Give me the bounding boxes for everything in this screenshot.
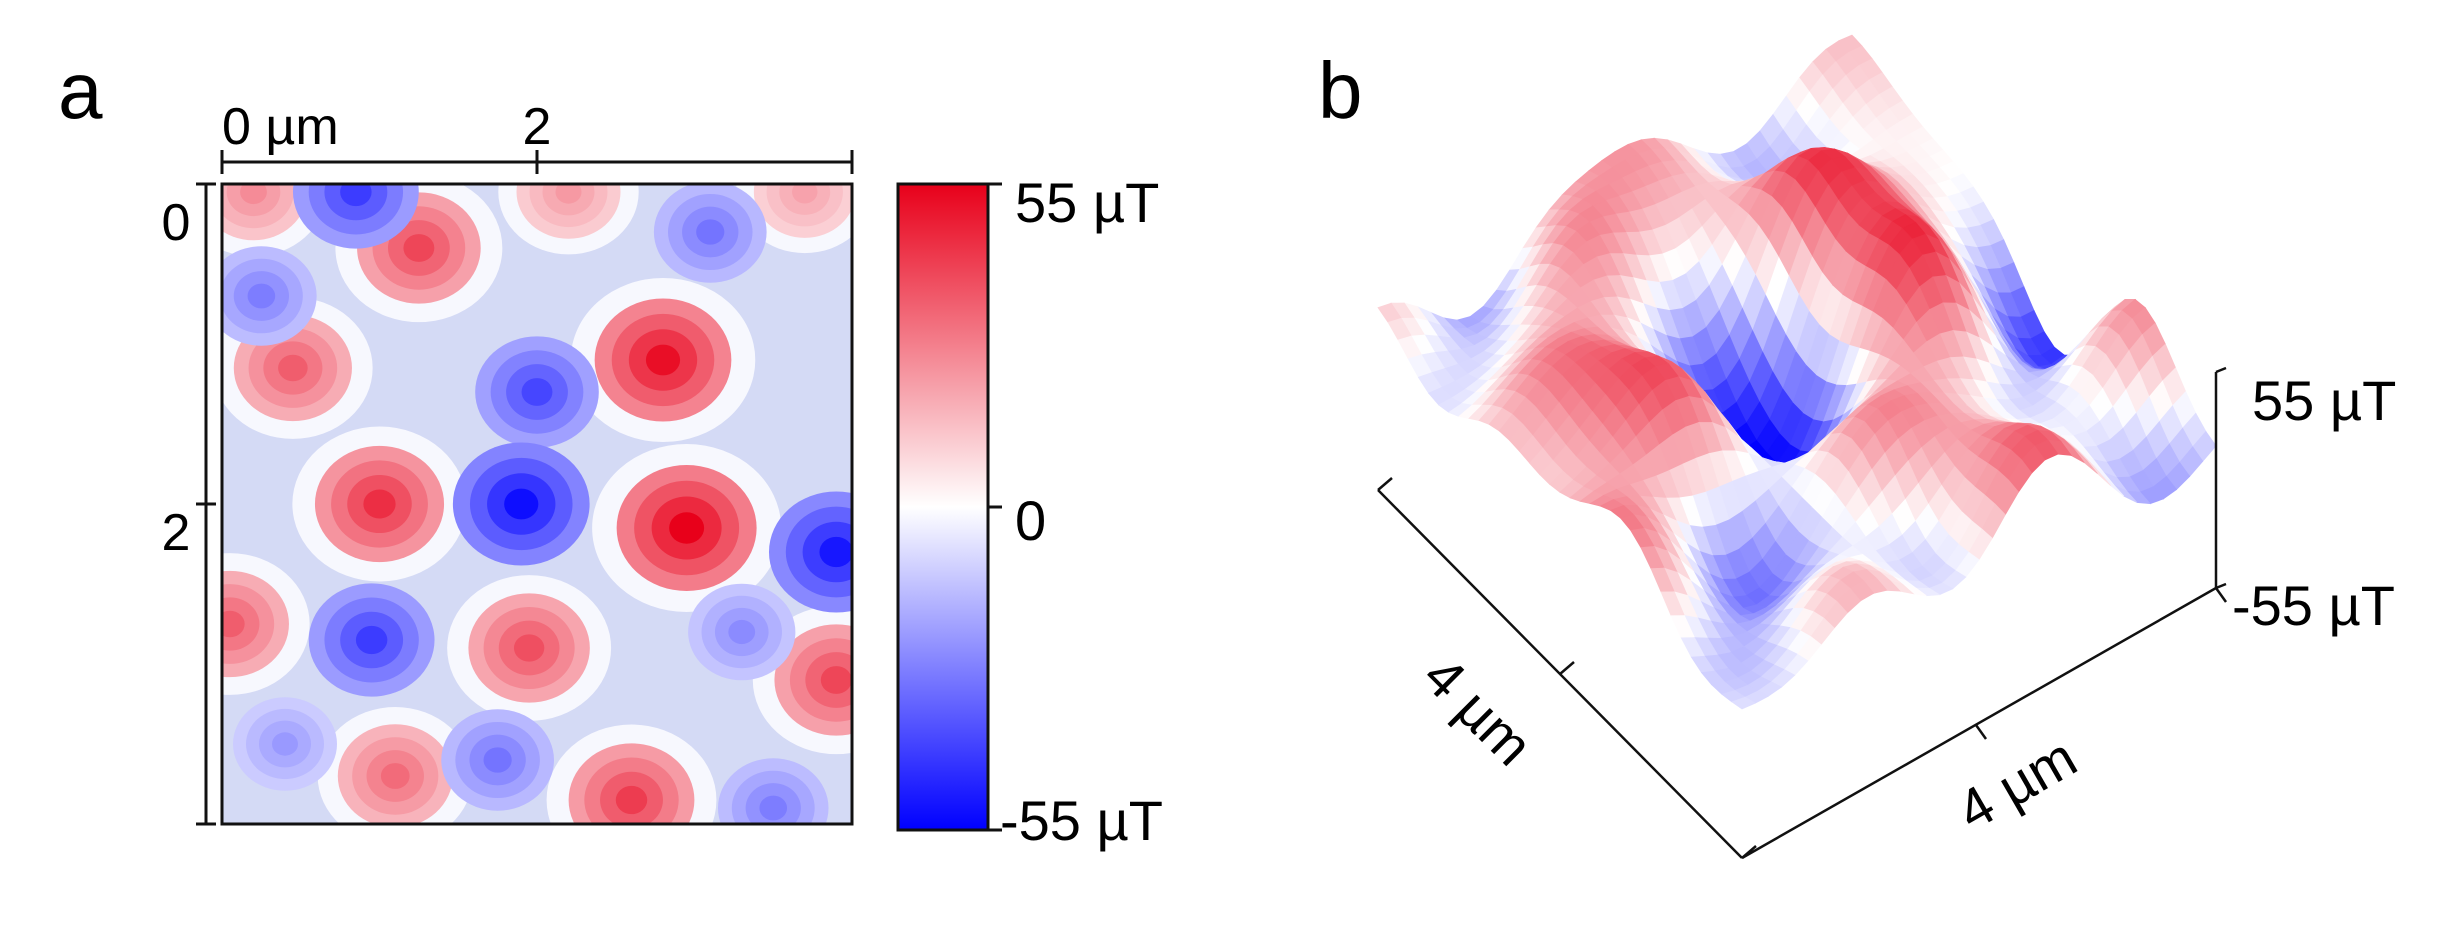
surface-z-min-label: -55 µT bbox=[2232, 574, 2395, 637]
surface-x-label: 4 µm bbox=[1412, 644, 1545, 777]
surface-x-tick-1 bbox=[1559, 661, 1575, 675]
colorbar: 55 µT 0 -55 µT bbox=[896, 171, 1163, 852]
surface-z-max-label: 55 µT bbox=[2252, 369, 2396, 432]
surface-x-tick-0 bbox=[1377, 477, 1393, 491]
heatmap-blob bbox=[645, 344, 681, 376]
heatmap-blob bbox=[272, 732, 298, 756]
heatmap-blob bbox=[355, 625, 388, 655]
heatmap-blob bbox=[363, 489, 396, 519]
heatmap-blob bbox=[728, 619, 756, 645]
heatmap-blob bbox=[615, 785, 648, 815]
heatmap-blob bbox=[504, 488, 539, 520]
surface-z-tick-max bbox=[2215, 366, 2227, 374]
heatmap-blob bbox=[820, 666, 852, 694]
heatmap-blob bbox=[240, 184, 267, 205]
surface-facet bbox=[1731, 696, 1757, 710]
heatmap-blob bbox=[513, 634, 545, 662]
surface-mesh bbox=[1377, 34, 2217, 710]
surface-y-axis-line bbox=[1741, 586, 2217, 860]
heatmap-blob bbox=[222, 610, 245, 638]
heatmap-frame bbox=[220, 182, 854, 826]
heatmap-blob bbox=[819, 536, 852, 568]
colorbar-gradient bbox=[896, 182, 990, 832]
heatmap-blob bbox=[792, 184, 818, 204]
surface-z-tick-min bbox=[2215, 582, 2227, 590]
heatmap-blob bbox=[521, 378, 553, 406]
x-tick-label-1: 2 bbox=[523, 98, 552, 156]
heatmap-blob bbox=[247, 283, 276, 309]
colorbar-max-label: 55 µT bbox=[1015, 171, 1159, 234]
surface-b: 4 µm 4 µm 55 µT -55 µT bbox=[1377, 34, 2396, 860]
heatmap-blobs bbox=[222, 184, 852, 824]
x-tick-label-0: 0 µm bbox=[222, 98, 339, 156]
heatmap-blob bbox=[380, 763, 410, 789]
panel-letter-b: b bbox=[1318, 46, 1363, 135]
heatmap-blob bbox=[278, 354, 308, 382]
colorbar-min-label: -55 µT bbox=[1000, 789, 1163, 852]
heatmap-a bbox=[220, 182, 854, 826]
y-tick-label-0: 0 bbox=[162, 194, 191, 252]
heatmap-blob bbox=[696, 219, 725, 245]
surface-y-tick-2 bbox=[2214, 587, 2228, 603]
heatmap-blob bbox=[403, 234, 435, 262]
heatmap-blob bbox=[759, 795, 788, 821]
heatmap-y-axis: 0 2 bbox=[162, 182, 216, 826]
heatmap-x-axis: 0 µm 2 bbox=[220, 98, 854, 174]
y-tick-label-1: 2 bbox=[162, 504, 191, 562]
heatmap-blob bbox=[555, 184, 582, 204]
heatmap-blob bbox=[483, 747, 512, 773]
panel-letter-a: a bbox=[58, 46, 103, 135]
surface-y-tick-1 bbox=[1974, 724, 1988, 740]
colorbar-zero-label: 0 bbox=[1015, 489, 1046, 552]
heatmap-blob bbox=[669, 512, 705, 544]
surface-y-label: 4 µm bbox=[1947, 725, 2087, 842]
heatmap-blob bbox=[340, 184, 372, 207]
